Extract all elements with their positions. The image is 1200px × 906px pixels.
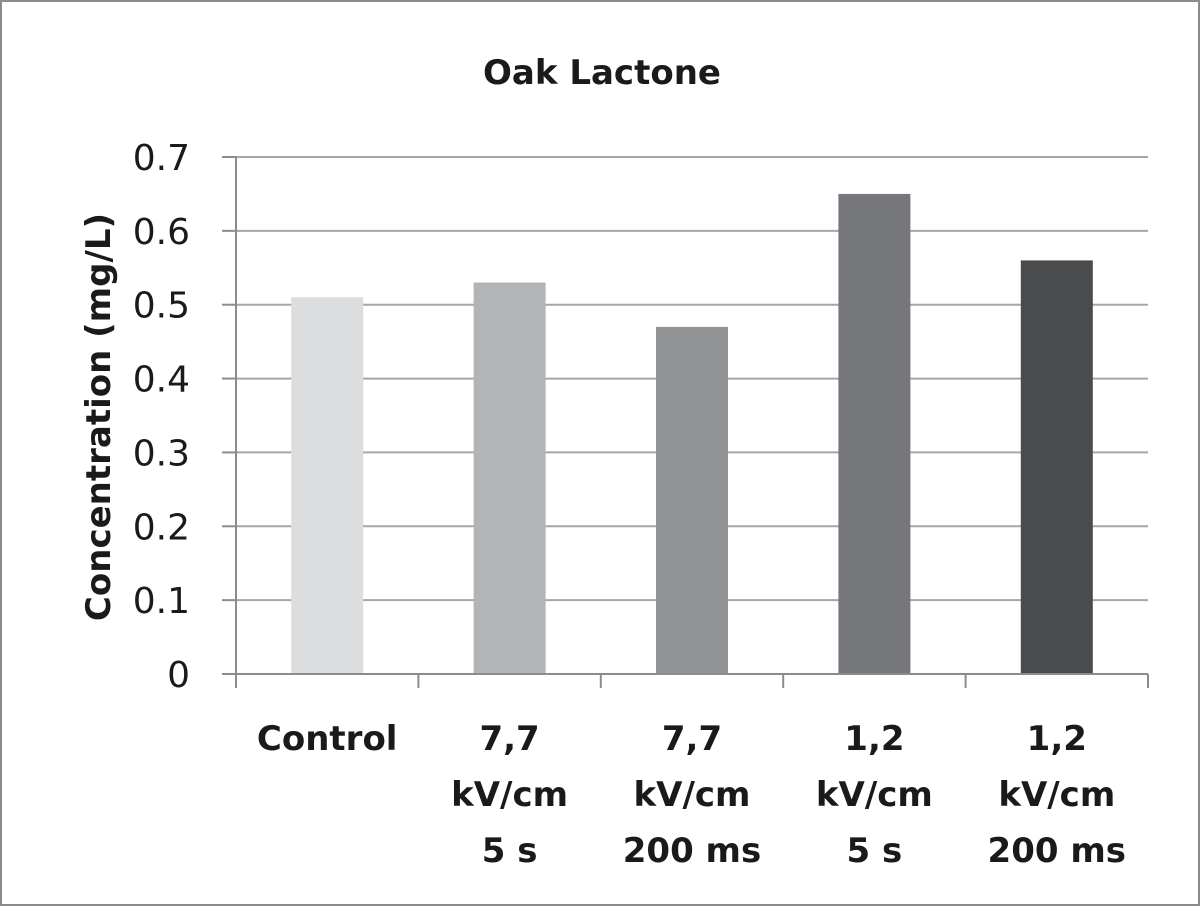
y-tick-label: 0.1 [133, 581, 190, 622]
bar [473, 282, 546, 674]
y-tick-labels: 0 0.1 0.2 0.3 0.4 0.5 0.6 0.7 [133, 138, 190, 696]
y-tick-label: 0.4 [133, 360, 190, 401]
y-axis-label: Concentration (mg/L) [79, 213, 119, 621]
x-tick-label-line: 7,7 [479, 719, 539, 759]
y-tick-label: 0.3 [133, 433, 190, 474]
x-tick-label: 7,7 kV/cm 5 s [451, 719, 568, 871]
x-tick-label-line: Control [257, 719, 398, 759]
x-tick-label-line: 200 ms [623, 831, 761, 871]
bar [656, 326, 728, 674]
x-tick-label-line: kV/cm [634, 775, 751, 815]
x-tick-label: 7,7 kV/cm 200 ms [623, 719, 761, 871]
bar [291, 297, 364, 674]
x-tick-label: Control [257, 719, 398, 759]
x-tick-label-line: kV/cm [816, 775, 933, 815]
bars [291, 193, 1093, 674]
bar [838, 193, 911, 674]
x-tick-label-line: 1,2 [844, 719, 904, 759]
x-tick-label: 1,2 kV/cm 5 s [816, 719, 933, 871]
chart-title: Oak Lactone [483, 53, 721, 93]
y-tick-label: 0 [167, 655, 190, 696]
x-tick-label-line: 5 s [847, 831, 903, 871]
y-tick-label: 0.6 [133, 212, 190, 253]
bar [1020, 260, 1093, 674]
x-tick-label-line: kV/cm [451, 775, 568, 815]
axes [222, 156, 1149, 688]
y-tick-label: 0.7 [133, 138, 190, 179]
x-tick-label-line: 200 ms [988, 831, 1126, 871]
y-tick-label: 0.5 [133, 286, 190, 327]
x-tick-label-line: 5 s [482, 831, 538, 871]
x-tick-label: 1,2 kV/cm 200 ms [988, 719, 1126, 871]
x-tick-label-line: kV/cm [998, 775, 1115, 815]
x-tick-labels: Control 7,7 kV/cm 5 s 7,7 kV/cm 200 ms 1,2 kV/cm… [257, 719, 1126, 871]
x-tick-label-line: 7,7 [662, 719, 722, 759]
y-tick-label: 0.2 [133, 507, 190, 548]
x-tick-label-line: 1,2 [1027, 719, 1087, 759]
